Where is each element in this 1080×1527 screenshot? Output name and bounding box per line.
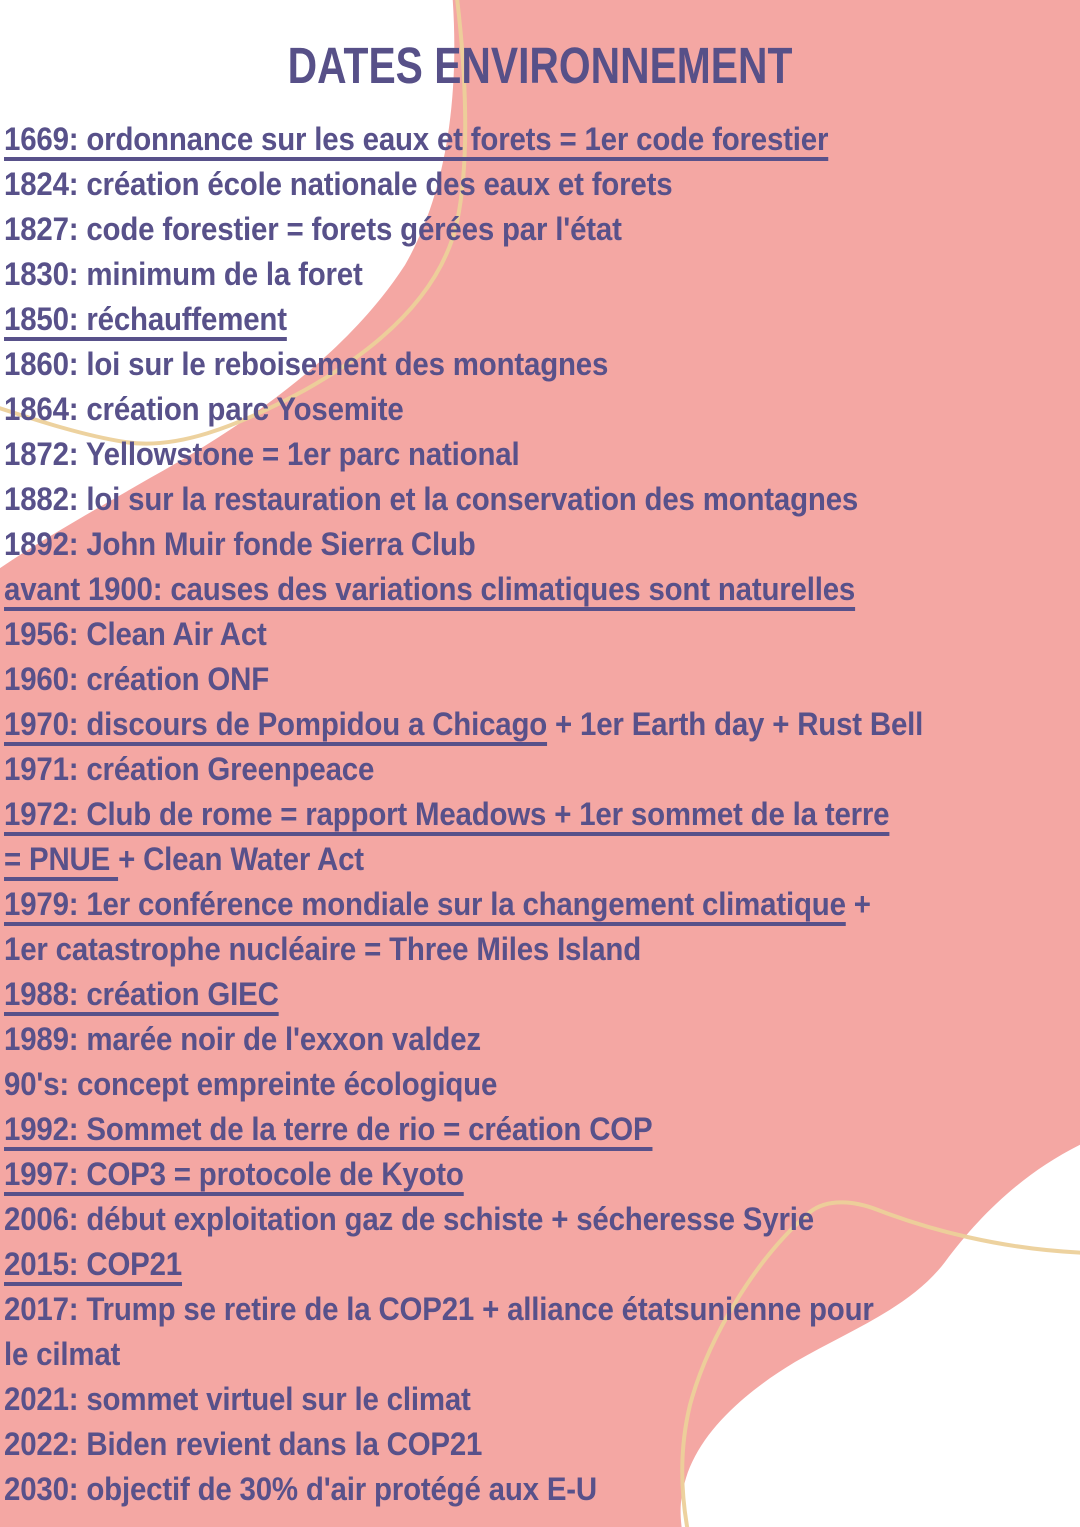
timeline-segment: 1989: marée noir de l'exxon valdez — [4, 1021, 481, 1057]
timeline-line: 1972: Club de rome = rapport Meadows + 1… — [4, 792, 994, 837]
timeline-line: 1988: création GIEC — [4, 972, 994, 1017]
timeline-segment: 1956: Clean Air Act — [4, 616, 267, 652]
timeline-segment: 1827: code forestier = forets gérées par… — [4, 211, 622, 247]
timeline-line: 1882: loi sur la restauration et la cons… — [4, 477, 994, 522]
timeline-line: 1er catastrophe nucléaire = Three Miles … — [4, 927, 994, 972]
timeline-segment: 1er catastrophe nucléaire = Three Miles … — [4, 931, 642, 967]
timeline-segment: + — [845, 886, 871, 922]
timeline-line: 1860: loi sur le reboisement des montagn… — [4, 342, 994, 387]
timeline-segment: le cilmat — [4, 1336, 121, 1372]
timeline-line: 2015: COP21 — [4, 1242, 994, 1287]
timeline-segment: 2022: Biden revient dans la COP21 — [4, 1426, 483, 1462]
timeline-line: 1992: Sommet de la terre de rio = créati… — [4, 1107, 994, 1152]
timeline-line: 1979: 1er conférence mondiale sur la cha… — [4, 882, 994, 927]
timeline-segment: 2006: début exploitation gaz de schiste … — [4, 1201, 814, 1237]
timeline-line: le cilmat — [4, 1332, 994, 1377]
timeline-line: 1997: COP3 = protocole de Kyoto — [4, 1152, 994, 1197]
timeline-segment-underlined: 2015: COP21 — [4, 1246, 183, 1282]
timeline-segment: 1960: création ONF — [4, 661, 270, 697]
timeline-line: 2006: début exploitation gaz de schiste … — [4, 1197, 994, 1242]
timeline-line: = PNUE + Clean Water Act — [4, 837, 994, 882]
timeline-line: 2017: Trump se retire de la COP21 + alli… — [4, 1287, 994, 1332]
timeline-segment-underlined: 1970: discours de Pompidou a Chicago — [4, 706, 548, 742]
timeline-segment-underlined: 1992: Sommet de la terre de rio = créati… — [4, 1111, 653, 1147]
timeline-segment: 1892: John Muir fonde Sierra Club — [4, 526, 476, 562]
page-title: DATES ENVIRONNEMENT — [287, 37, 793, 94]
timeline-line: 1971: création Greenpeace — [4, 747, 994, 792]
timeline-line: 1892: John Muir fonde Sierra Club — [4, 522, 994, 567]
timeline-segment-underlined: = PNUE — [4, 841, 119, 877]
timeline-line: 1827: code forestier = forets gérées par… — [4, 207, 994, 252]
timeline-segment: 1830: minimum de la foret — [4, 256, 363, 292]
timeline-line: 1989: marée noir de l'exxon valdez — [4, 1017, 994, 1062]
timeline-segment-underlined: 1972: Club de rome = rapport Meadows + 1… — [4, 796, 890, 832]
top-left-blob-shape — [0, 0, 455, 569]
timeline-line: 1850: réchauffement — [4, 297, 994, 342]
timeline-line: 1864: création parc Yosemite — [4, 387, 994, 432]
timeline-segment: 1971: création Greenpeace — [4, 751, 375, 787]
timeline-segment: 1882: loi sur la restauration et la cons… — [4, 481, 859, 517]
timeline-segment: 2030: objectif de 30% d'air protégé aux … — [4, 1471, 597, 1507]
timeline-segment-underlined: avant 1900: causes des variations climat… — [4, 571, 856, 607]
timeline-line: 1970: discours de Pompidou a Chicago + 1… — [4, 702, 994, 747]
timeline-segment-underlined: 1979: 1er conférence mondiale sur la cha… — [4, 886, 846, 922]
timeline-list: 1669: ordonnance sur les eaux et forets … — [4, 117, 1080, 1512]
timeline-segment: 1864: création parc Yosemite — [4, 391, 404, 427]
timeline-segment: 1824: création école nationale des eaux … — [4, 166, 673, 202]
timeline-line: 1956: Clean Air Act — [4, 612, 994, 657]
timeline-line: avant 1900: causes des variations climat… — [4, 567, 994, 612]
timeline-segment: + Clean Water Act — [118, 841, 364, 877]
timeline-segment-underlined: 1669: ordonnance sur les eaux et forets … — [4, 121, 829, 157]
timeline-line: 2030: objectif de 30% d'air protégé aux … — [4, 1467, 994, 1512]
timeline-segment: 90's: concept empreinte écologique — [4, 1066, 498, 1102]
timeline-line: 2022: Biden revient dans la COP21 — [4, 1422, 994, 1467]
timeline-line: 1872: Yellowstone = 1er parc national — [4, 432, 994, 477]
timeline-segment: + 1er Earth day + Rust Bell — [547, 706, 924, 742]
timeline-segment-underlined: 1997: COP3 = protocole de Kyoto — [4, 1156, 464, 1192]
timeline-line: 90's: concept empreinte écologique — [4, 1062, 994, 1107]
timeline-line: 1824: création école nationale des eaux … — [4, 162, 994, 207]
gold-curve-top-left — [0, 0, 468, 446]
timeline-segment: 2021: sommet virtuel sur le climat — [4, 1381, 471, 1417]
timeline-segment-underlined: 1850: réchauffement — [4, 301, 287, 337]
timeline-line: 1669: ordonnance sur les eaux et forets … — [4, 117, 994, 162]
timeline-line: 2021: sommet virtuel sur le climat — [4, 1377, 994, 1422]
timeline-segment: 1860: loi sur le reboisement des montagn… — [4, 346, 609, 382]
timeline-segment: 1872: Yellowstone = 1er parc national — [4, 436, 520, 472]
timeline-line: 1960: création ONF — [4, 657, 994, 702]
timeline-segment-underlined: 1988: création GIEC — [4, 976, 279, 1012]
gold-curve-bottom-right — [680, 1200, 1080, 1527]
timeline-line: 1830: minimum de la foret — [4, 252, 994, 297]
timeline-segment: 2017: Trump se retire de la COP21 + alli… — [4, 1291, 874, 1327]
